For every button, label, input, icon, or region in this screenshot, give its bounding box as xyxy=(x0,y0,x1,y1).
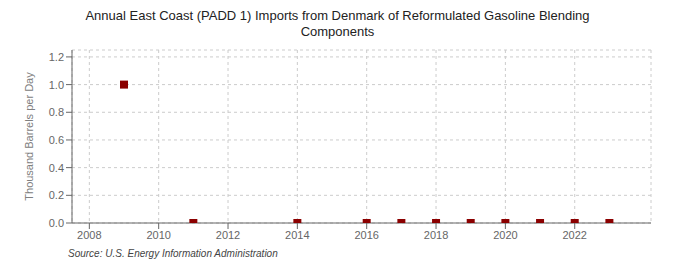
html-text:Components: Components xyxy=(300,24,375,39)
svg-text:0.8: 0.8 xyxy=(49,106,64,118)
svg-text:0.4: 0.4 xyxy=(49,162,64,174)
svg-text:0.6: 0.6 xyxy=(49,134,64,146)
svg-text:2018: 2018 xyxy=(424,229,448,241)
svg-text:2008: 2008 xyxy=(77,229,101,241)
svg-text:0.0: 0.0 xyxy=(49,217,64,229)
svg-text:0.2: 0.2 xyxy=(49,189,64,201)
svg-text:2010: 2010 xyxy=(146,229,170,241)
svg-text:2014: 2014 xyxy=(285,229,309,241)
svg-text:2016: 2016 xyxy=(354,229,378,241)
svg-text:1.2: 1.2 xyxy=(49,51,64,63)
html-text:Annual East Coast (PADD 1) Imp: Annual East Coast (PADD 1) Imports from … xyxy=(85,8,590,23)
svg-text:2012: 2012 xyxy=(216,229,240,241)
svg-text:2022: 2022 xyxy=(562,229,586,241)
svg-text:1.0: 1.0 xyxy=(49,79,64,91)
svg-text:2020: 2020 xyxy=(493,229,517,241)
html-text:Source: U.S. Energy Informatio: Source: U.S. Energy Information Administ… xyxy=(68,248,278,259)
svg-text:Thousand Barrels per Day: Thousand Barrels per Day xyxy=(23,72,35,201)
